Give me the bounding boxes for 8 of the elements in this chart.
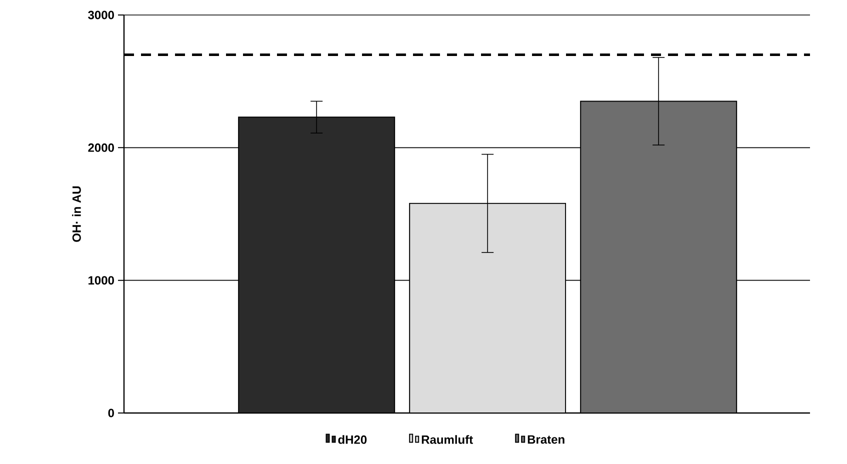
y-tick-label: 0 [108, 408, 114, 418]
y-tick-label: 1000 [88, 276, 114, 285]
legend-label: Braten [528, 435, 564, 444]
legend-label: Raumluft [422, 435, 473, 444]
y-tick-label: 3000 [88, 10, 114, 20]
y-axis-title: OH· in AU [72, 186, 81, 242]
y-tick-label: 2000 [88, 143, 114, 152]
legend-label: dH20 [338, 435, 367, 444]
